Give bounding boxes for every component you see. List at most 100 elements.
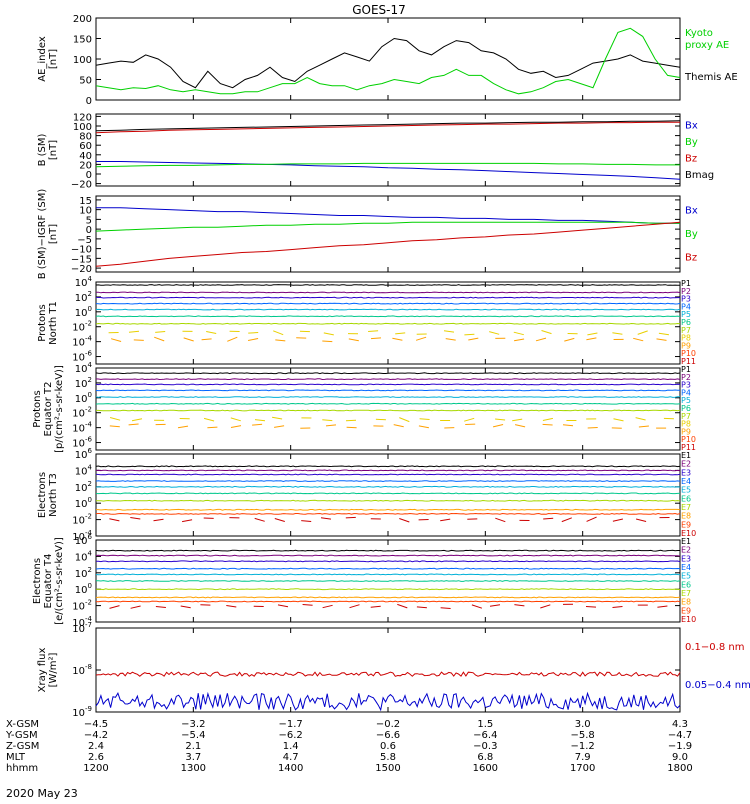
series-p9-segment	[468, 338, 478, 340]
y-tick-exponent: 6	[88, 533, 93, 541]
date-label: 2020 May 23	[6, 787, 78, 800]
y-tick-exponent: 4	[88, 361, 93, 369]
panel-frame	[96, 196, 680, 272]
series-e9-line	[96, 514, 680, 515]
x-axis-z-gsm-value: 2.4	[88, 741, 104, 752]
series-e10-segment	[350, 605, 360, 608]
series-e5-line	[96, 574, 680, 575]
series-e10-segment	[490, 605, 500, 607]
y-tick-exponent: -7	[85, 621, 92, 629]
y-axis-label: Electrons	[37, 472, 48, 518]
y-tick-label: −15	[71, 254, 92, 265]
y-tick-base: 10	[72, 424, 85, 435]
y-tick-label: 102	[75, 566, 92, 580]
series-e10-segment	[587, 517, 597, 521]
y-tick-label: 104	[75, 275, 93, 289]
y-tick-exponent: 6	[88, 447, 93, 455]
channel-label: E6	[681, 580, 691, 589]
y-tick-label: 20	[79, 160, 92, 171]
series-p8-segment	[206, 332, 216, 334]
x-axis-hhmm-value: 1700	[570, 763, 595, 774]
series-p9-segment	[543, 424, 553, 425]
y-tick-label: 10-2	[72, 599, 92, 613]
series-p8-segment	[587, 333, 597, 335]
y-axis-label: [p/(cm²-s-sr-keV)]	[54, 365, 65, 453]
series-p9-segment	[446, 339, 456, 341]
y-tick-exponent: -2	[85, 513, 92, 521]
series-by-line	[96, 163, 680, 166]
plot-title: GOES-17	[352, 3, 406, 17]
x-axis-hhmm-value: 1500	[375, 763, 400, 774]
y-axis-label: Protons	[32, 390, 43, 427]
y-tick-exponent: 2	[88, 480, 92, 488]
x-axis-y-gsm-value: −4.7	[668, 730, 692, 741]
y-tick-exponent: 0	[88, 496, 92, 504]
series-p8-segment	[399, 418, 409, 422]
series-e10-segment	[514, 605, 524, 606]
series-e10-segment	[156, 607, 166, 608]
y-tick-exponent: -2	[85, 599, 92, 607]
x-axis-y-gsm-value: −6.2	[279, 730, 303, 741]
series-p2-line	[96, 379, 680, 380]
y-tick-exponent: -8	[85, 663, 92, 671]
series-p7-line	[96, 323, 680, 324]
y-tick-exponent: 0	[88, 305, 92, 313]
legend-label: proxy AE	[685, 40, 729, 51]
y-tick-label: 10-9	[72, 705, 92, 719]
y-axis-label: North T1	[48, 301, 59, 345]
x-axis-hhmm-value: 1600	[473, 763, 498, 774]
series-p4-line	[96, 303, 680, 304]
series-e10-segment	[397, 604, 407, 608]
x-axis-z-gsm-value: 2.1	[185, 741, 201, 752]
series-p9-segment	[514, 339, 524, 341]
series-e10-segment	[321, 518, 331, 519]
y-tick-label: 100	[73, 122, 92, 133]
series-p9-segment	[536, 338, 546, 341]
y-tick-base: 10	[72, 516, 85, 527]
series-p9-segment	[493, 425, 503, 427]
y-tick-label: 102	[75, 290, 92, 304]
x-axis-row-label: X-GSM	[6, 719, 39, 730]
series-p9-segment	[349, 339, 359, 341]
x-axis-y-gsm-value: −5.4	[181, 730, 205, 741]
channel-label: E4	[681, 477, 691, 486]
series-e8-line	[96, 597, 680, 598]
series-e10-segment	[181, 606, 191, 608]
series-p9-segment	[154, 337, 164, 341]
x-axis-y-gsm-value: −6.4	[473, 730, 497, 741]
series-e10-segment	[109, 519, 119, 521]
y-tick-label: 104	[75, 549, 93, 563]
y-tick-exponent: 4	[88, 463, 93, 471]
legend-label: Bx	[685, 120, 698, 131]
y-axis-label: [nT]	[48, 224, 59, 244]
legend-label: Bz	[685, 252, 697, 263]
x-axis-x-gsm-value: −1.7	[279, 719, 303, 730]
legend-label: By	[685, 229, 698, 240]
series-e2-line	[96, 555, 680, 556]
series-e10-segment	[130, 518, 140, 520]
y-tick-label: 10-2	[72, 406, 92, 420]
channel-label: E7	[681, 503, 691, 512]
series-e5-line	[96, 486, 680, 487]
x-axis-z-gsm-value: −1.2	[571, 741, 595, 752]
x-axis-y-gsm-value: −6.6	[376, 730, 400, 741]
y-tick-label: 106	[75, 533, 93, 547]
series-p8-segment	[129, 331, 139, 332]
y-tick-base: 10	[72, 323, 85, 334]
channel-label: E6	[681, 494, 691, 503]
x-axis-mlt-value: 4.7	[283, 752, 299, 763]
series-bz-line	[96, 222, 680, 266]
y-tick-exponent: -6	[85, 350, 93, 358]
y-tick-label: 104	[75, 361, 93, 375]
series-e7-line	[96, 500, 680, 501]
series-p6-line	[96, 403, 680, 404]
series-p8-segment	[204, 418, 214, 421]
y-tick-base: 10	[72, 338, 85, 349]
channel-label: E1	[681, 451, 691, 460]
x-axis-mlt-value: 9.0	[672, 752, 688, 763]
